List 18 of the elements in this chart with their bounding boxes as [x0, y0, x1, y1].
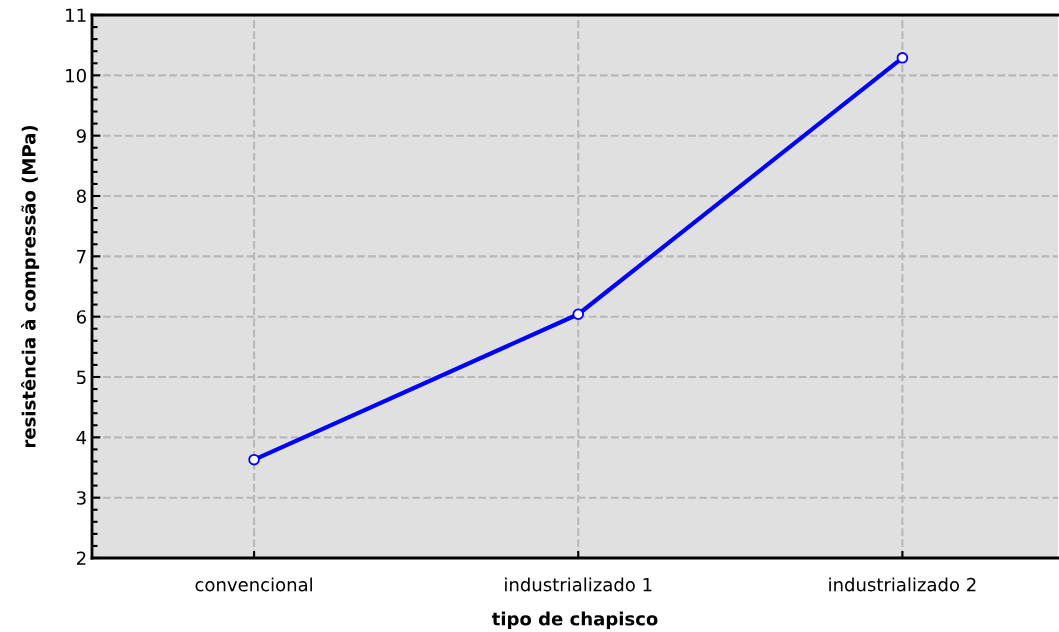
x-axis-title: tipo de chapisco: [491, 611, 658, 630]
y-tick-label: 2: [76, 551, 86, 565]
y-tick-label: 5: [77, 370, 86, 385]
y-tick-label: 4: [76, 431, 87, 445]
point: [248, 453, 260, 466]
y-tick-label: 11: [66, 8, 86, 22]
y-tick-label: 7: [77, 250, 86, 264]
x-tick-label: convencional: [195, 577, 312, 592]
y-tick-label: 9: [76, 129, 86, 143]
y-tick-label: 6: [76, 310, 86, 324]
point: [572, 308, 585, 321]
x-tick-label: industrializado 1: [505, 577, 652, 592]
point: [896, 52, 909, 64]
y-tick-label: 3: [77, 491, 86, 505]
y-tick-label: 8: [76, 189, 86, 204]
y-tick-label: 10: [66, 68, 86, 83]
x-tick-label: industrializado 2: [829, 577, 976, 592]
y-axis-title: resistência à compressão (MPa): [20, 125, 40, 448]
